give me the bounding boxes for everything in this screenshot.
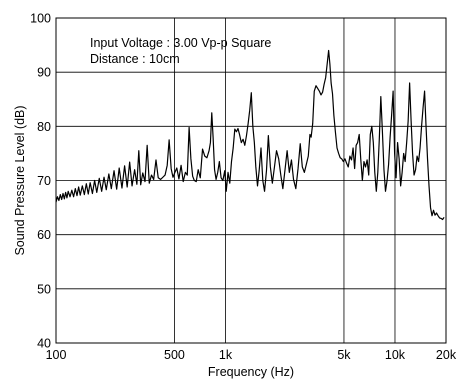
- y-tick-label: 90: [37, 66, 51, 80]
- y-tick-label: 50: [37, 282, 51, 296]
- annotation-input-voltage: Input Voltage : 3.00 Vp-p Square: [90, 36, 271, 50]
- spl-response-line: [55, 49, 445, 221]
- x-tick-label: 100: [46, 348, 67, 362]
- plot-frame: [55, 17, 447, 344]
- y-tick-label: 40: [37, 337, 51, 351]
- tick-labels: 100 500 1k 5k 10k 20k 40 50 60 70 80 90 100: [30, 12, 457, 363]
- y-tick-label: 80: [37, 120, 51, 134]
- x-tick-label: 10k: [385, 348, 406, 362]
- x-axis-label: Frequency (Hz): [208, 365, 294, 379]
- y-tick-label: 100: [30, 12, 51, 26]
- plot-area: [55, 49, 445, 221]
- x-tick-label: 5k: [337, 348, 351, 362]
- y-axis-label: Sound Pressure Level (dB): [13, 105, 27, 255]
- y-tick-label: 70: [37, 174, 51, 188]
- y-tick-label: 60: [37, 228, 51, 242]
- annotation-distance: Distance : 10cm: [90, 52, 180, 66]
- x-tick-label: 20k: [436, 348, 457, 362]
- x-tick-label: 1k: [219, 348, 233, 362]
- x-tick-label: 500: [164, 348, 185, 362]
